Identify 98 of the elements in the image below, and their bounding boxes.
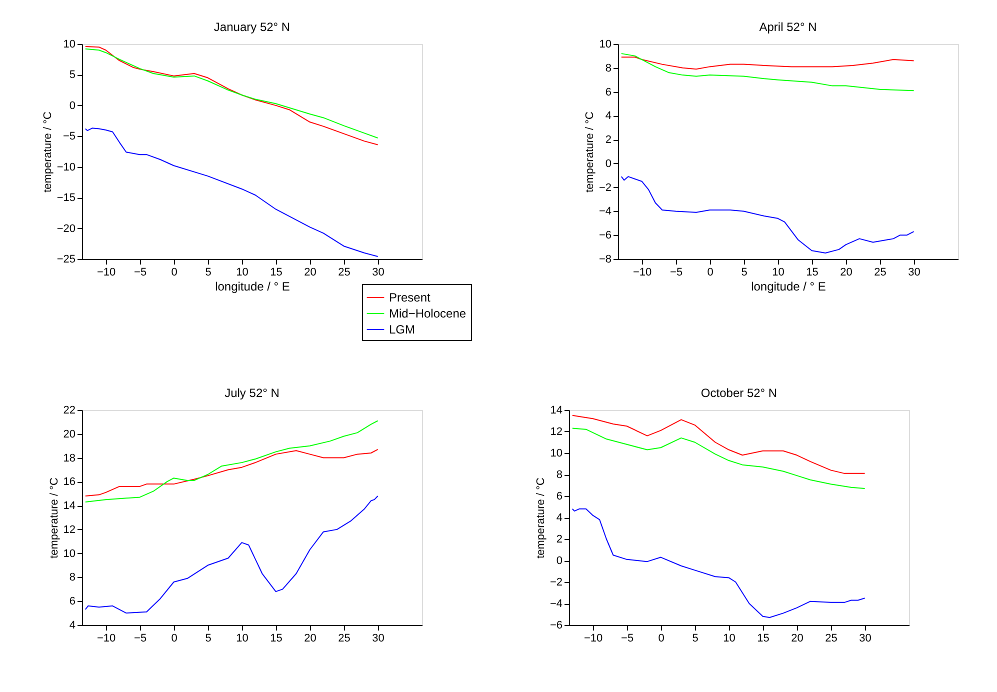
- y-tick-label: 2: [605, 134, 612, 146]
- chart-title: July 52° N: [224, 386, 280, 400]
- chart-title: January 52° N: [214, 20, 290, 34]
- x-tick-label: −10: [632, 266, 652, 278]
- y-tick-label: −10: [56, 161, 76, 174]
- y-tick-label: −15: [56, 192, 76, 204]
- y-tick-label: −4: [598, 206, 612, 218]
- x-tick-label: 30: [859, 632, 872, 644]
- y-tick-label: 12: [63, 524, 76, 536]
- y-tick-label: 4: [556, 512, 562, 524]
- x-tick-label: 15: [757, 632, 770, 644]
- x-tick-label: 25: [825, 632, 838, 644]
- y-tick-label: 5: [69, 69, 76, 82]
- y-tick-label: 10: [63, 38, 76, 50]
- y-tick-label: −4: [550, 598, 562, 610]
- x-tick-label: 15: [806, 266, 818, 278]
- y-tick-label: −2: [550, 576, 562, 588]
- x-tick-label: −10: [96, 266, 116, 278]
- y-tick-label: 22: [63, 404, 76, 416]
- x-tick-label: −10: [584, 632, 603, 644]
- y-tick-label: 18: [63, 452, 76, 464]
- line-series: [572, 414, 866, 474]
- y-tick-label: 4: [605, 110, 612, 122]
- x-tick-label: 5: [692, 632, 698, 644]
- y-axis-title: temperature / °C: [42, 112, 54, 192]
- chart-title: October 52° N: [700, 386, 778, 400]
- line-series: [572, 428, 866, 489]
- x-tick-label: 30: [908, 266, 920, 278]
- y-tick-label: −5: [62, 130, 76, 143]
- x-tick-label: 30: [372, 632, 384, 644]
- x-tick-label: 25: [338, 266, 350, 278]
- x-tick-label: 10: [236, 632, 248, 644]
- y-tick-label: 0: [605, 158, 612, 170]
- x-tick-label: 15: [270, 632, 282, 644]
- x-tick-label: 10: [236, 266, 248, 278]
- y-tick-label: 6: [69, 596, 76, 608]
- x-tick-label: 20: [840, 266, 852, 278]
- y-axis-title: temperature / °C: [48, 478, 60, 558]
- y-tick-label: 14: [550, 404, 562, 416]
- chart-title: April 52° N: [759, 20, 817, 34]
- y-tick-label: 16: [63, 476, 76, 488]
- x-tick-label: −5: [134, 632, 147, 644]
- x-axis-title: longitude / ° E: [751, 280, 826, 294]
- x-tick-label: 30: [372, 266, 384, 278]
- x-tick-label: −5: [134, 266, 147, 278]
- y-tick-label: 10: [599, 38, 612, 50]
- x-tick-label: 0: [707, 266, 714, 278]
- line-series: [84, 420, 378, 502]
- x-tick-label: 20: [791, 632, 804, 644]
- legend-label: LGM: [389, 322, 416, 336]
- y-tick-label: 6: [605, 86, 612, 98]
- x-tick-label: −5: [621, 632, 634, 644]
- y-tick-label: 2: [556, 534, 562, 546]
- x-tick-label: 0: [171, 266, 178, 278]
- line-series: [572, 508, 866, 618]
- x-axis-title: longitude / ° E: [215, 280, 290, 294]
- line-series: [84, 128, 378, 258]
- line-series: [84, 448, 378, 496]
- x-tick-label: 10: [723, 632, 736, 644]
- y-tick-label: 10: [550, 448, 562, 460]
- x-tick-label: 0: [658, 632, 664, 644]
- x-tick-label: 5: [205, 266, 212, 278]
- y-tick-label: −2: [598, 182, 612, 194]
- y-tick-label: 20: [63, 428, 76, 440]
- y-tick-label: −20: [56, 222, 76, 235]
- legend-label: Present: [389, 290, 432, 304]
- line-series: [620, 56, 914, 70]
- y-tick-label: 0: [556, 555, 562, 567]
- line-series: [84, 496, 378, 614]
- y-tick-label: −8: [598, 254, 612, 266]
- x-tick-label: 20: [304, 632, 316, 644]
- y-axis-title: temperature / °C: [584, 112, 596, 192]
- y-tick-label: 0: [69, 100, 76, 112]
- y-tick-label: 12: [550, 426, 562, 438]
- y-tick-label: −6: [550, 620, 562, 632]
- y-tick-label: 8: [556, 469, 562, 481]
- x-tick-label: 20: [304, 266, 316, 278]
- y-tick-label: −25: [56, 254, 76, 266]
- legend-label: Mid−Holocene: [389, 306, 466, 320]
- x-tick-label: −10: [96, 632, 116, 644]
- y-tick-label: 8: [69, 572, 76, 584]
- x-tick-label: 10: [772, 266, 784, 278]
- y-tick-label: −6: [598, 230, 612, 242]
- y-tick-label: 8: [605, 62, 612, 74]
- x-tick-label: −5: [670, 266, 683, 278]
- line-series: [620, 176, 914, 254]
- y-tick-label: 6: [556, 490, 562, 502]
- y-tick-label: 14: [63, 500, 76, 512]
- x-tick-label: 25: [338, 632, 350, 644]
- y-axis-title: temperature / °C: [534, 478, 547, 558]
- y-tick-label: 4: [69, 620, 76, 632]
- x-tick-label: 5: [205, 632, 212, 644]
- line-series: [620, 53, 914, 92]
- x-tick-label: 25: [874, 266, 886, 278]
- x-tick-label: 0: [171, 632, 178, 644]
- y-tick-label: 10: [63, 548, 76, 560]
- x-tick-label: 5: [741, 266, 748, 278]
- x-tick-label: 15: [270, 266, 282, 278]
